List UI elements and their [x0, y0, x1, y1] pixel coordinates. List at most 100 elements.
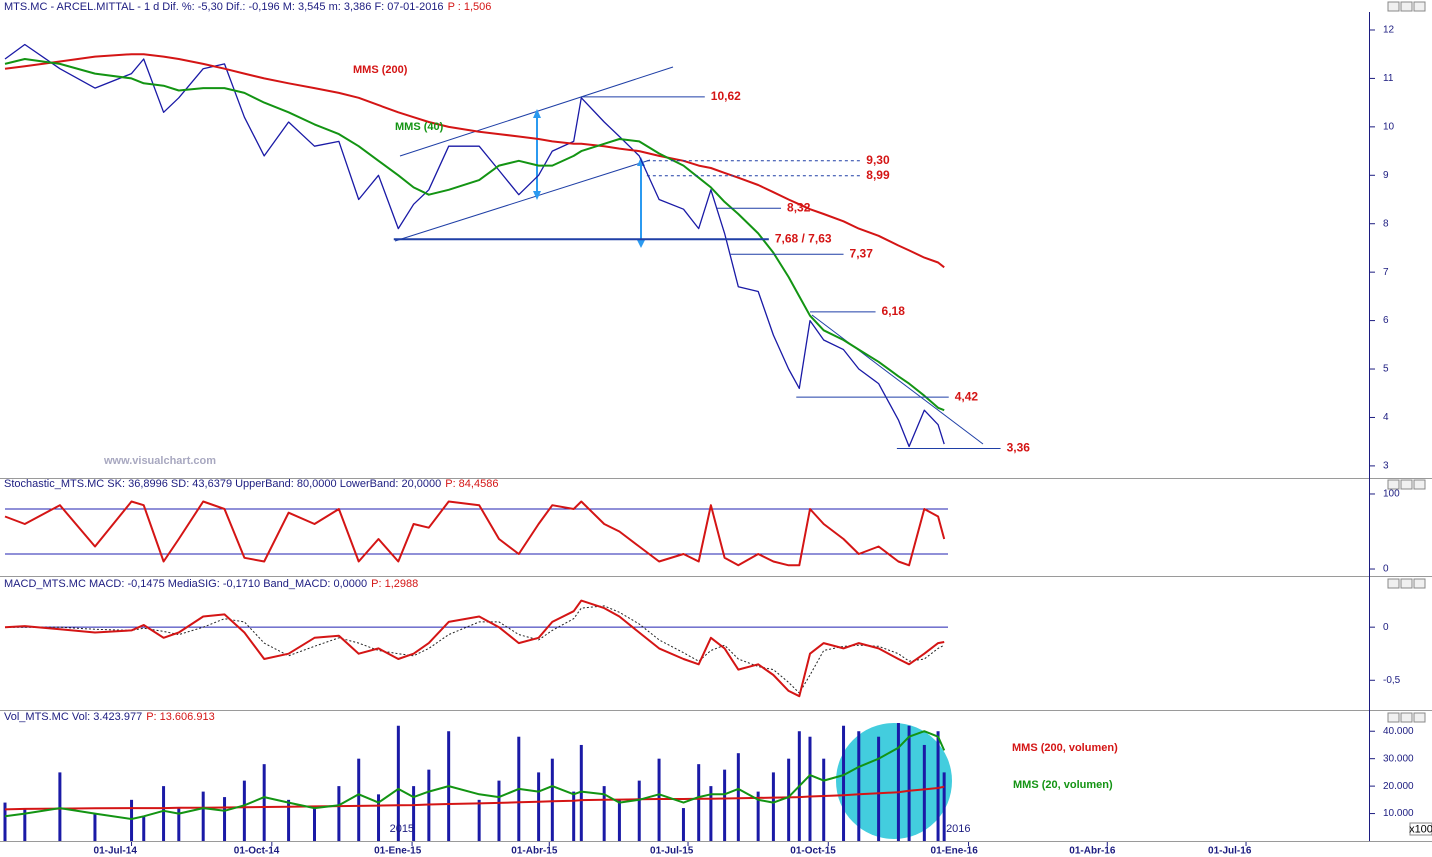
volume-bar [709, 786, 713, 841]
series-line [4, 599, 945, 698]
volume-bar [771, 772, 775, 841]
volume-bar [477, 799, 481, 841]
button[interactable] [1413, 578, 1426, 589]
volume-bar [93, 813, 97, 841]
panel-header: Stochastic_MTS.MC SK: 36,8996 SD: 43,637… [4, 478, 498, 490]
x-tick-label: 01-Jul-14 [94, 846, 138, 857]
y-tick-label: 9 [1383, 170, 1389, 181]
window-buttons[interactable] [1387, 1, 1426, 723]
series-line [4, 53, 945, 269]
volume-bar [242, 780, 246, 841]
volume-bar [287, 799, 291, 841]
y-tick-label: 30.000 [1383, 753, 1414, 764]
volume-bar [177, 808, 181, 841]
y-tick-label: 4 [1383, 412, 1389, 423]
volume-bar [736, 753, 740, 841]
y-tick-label: 100 [1383, 489, 1400, 500]
button[interactable] [1413, 479, 1426, 490]
y-tick-label: 6 [1383, 315, 1389, 326]
header-text: Vol_MTS.MC Vol: 3.423.977 [4, 711, 142, 723]
volume-bar [857, 731, 861, 841]
volume-bar [922, 744, 926, 841]
volume-bar [550, 758, 554, 841]
panel-header: MACD_MTS.MC MACD: -0,1475 MediaSIG: -0,1… [4, 578, 418, 590]
x-tick-label: 01-Abr-16 [1069, 846, 1116, 857]
volume-bar [412, 786, 416, 841]
series-line [4, 500, 946, 567]
panel [3, 723, 946, 841]
series-label: MMS (200, volumen) [1012, 742, 1118, 754]
volume-bar [223, 797, 227, 841]
volume-bar [822, 758, 826, 841]
y-tick-label: 0 [1383, 622, 1389, 633]
volume-bar [697, 764, 701, 841]
series-line [4, 43, 945, 448]
trend-line [811, 314, 984, 445]
y-tick-label: -0,5 [1383, 675, 1401, 686]
level-label: 8,99 [866, 168, 890, 182]
y-tick-label: 0 [1383, 564, 1389, 575]
x-tick-label: 01-Ene-16 [931, 846, 979, 857]
volume-bar [357, 758, 361, 841]
volume-bar [942, 772, 946, 841]
button[interactable] [1400, 1, 1413, 12]
header-text: Stochastic_MTS.MC SK: 36,8996 SD: 43,637… [4, 478, 441, 490]
volume-bar [162, 786, 166, 841]
header-text: MACD_MTS.MC MACD: -0,1475 MediaSIG: -0,1… [4, 578, 367, 590]
level-label: 7,68 / 7,63 [775, 231, 832, 245]
series-line [4, 785, 945, 811]
button[interactable] [1387, 578, 1400, 589]
watermark: www.visualchart.com [103, 455, 216, 467]
volume-bar [142, 816, 146, 841]
button[interactable] [1387, 479, 1400, 490]
x-tick-label: 01-Jul-15 [650, 846, 694, 857]
volume-bar [936, 731, 940, 841]
highlight-circle [836, 723, 952, 839]
button[interactable] [1400, 479, 1413, 490]
button[interactable] [1413, 1, 1426, 12]
level-label: 6,18 [882, 304, 906, 318]
button[interactable] [1400, 712, 1413, 723]
y-tick-label: 5 [1383, 364, 1389, 375]
series-label: MMS (40) [395, 121, 444, 133]
volume-bar [312, 808, 316, 841]
y-tick-label: 3 [1383, 461, 1389, 472]
level-label: 4,42 [955, 389, 979, 403]
level-label: 10,62 [711, 89, 741, 103]
volume-bar [896, 723, 900, 841]
volume-bar [130, 799, 134, 841]
button[interactable] [1387, 712, 1400, 723]
volume-bar [58, 772, 62, 841]
y-tick-label: 10 [1383, 121, 1395, 132]
y-tick-label: 7 [1383, 267, 1389, 278]
x-tick-label: 01-Abr-15 [511, 846, 558, 857]
unit-box [1409, 822, 1432, 836]
x-tick-label: 01-Jul-16 [1208, 846, 1252, 857]
volume-bar [602, 786, 606, 841]
volume-bar [572, 791, 576, 841]
panel-borders [0, 478, 1432, 842]
button[interactable] [1413, 712, 1426, 723]
y-tick-label: 10.000 [1383, 808, 1414, 819]
volume-bar [497, 780, 501, 841]
y-tick-label: 12 [1383, 25, 1395, 36]
y-tick-label: 11 [1383, 73, 1394, 84]
series-line [4, 730, 946, 820]
button[interactable] [1400, 578, 1413, 589]
volume-bar [877, 736, 881, 841]
volume-bar [808, 736, 812, 841]
header-price: P: 13.606.913 [146, 711, 215, 723]
year-label: 2016 [946, 823, 970, 835]
header-price: P : 1,506 [448, 1, 492, 13]
volume-bar [723, 769, 727, 841]
button[interactable] [1387, 1, 1400, 12]
series-line [4, 58, 945, 412]
series-label: MMS (200) [353, 64, 408, 76]
level-label: 3,36 [1007, 441, 1031, 455]
volume-bar [787, 758, 791, 841]
y-tick-label: 40.000 [1383, 726, 1414, 737]
level-label: 8,32 [787, 200, 811, 214]
